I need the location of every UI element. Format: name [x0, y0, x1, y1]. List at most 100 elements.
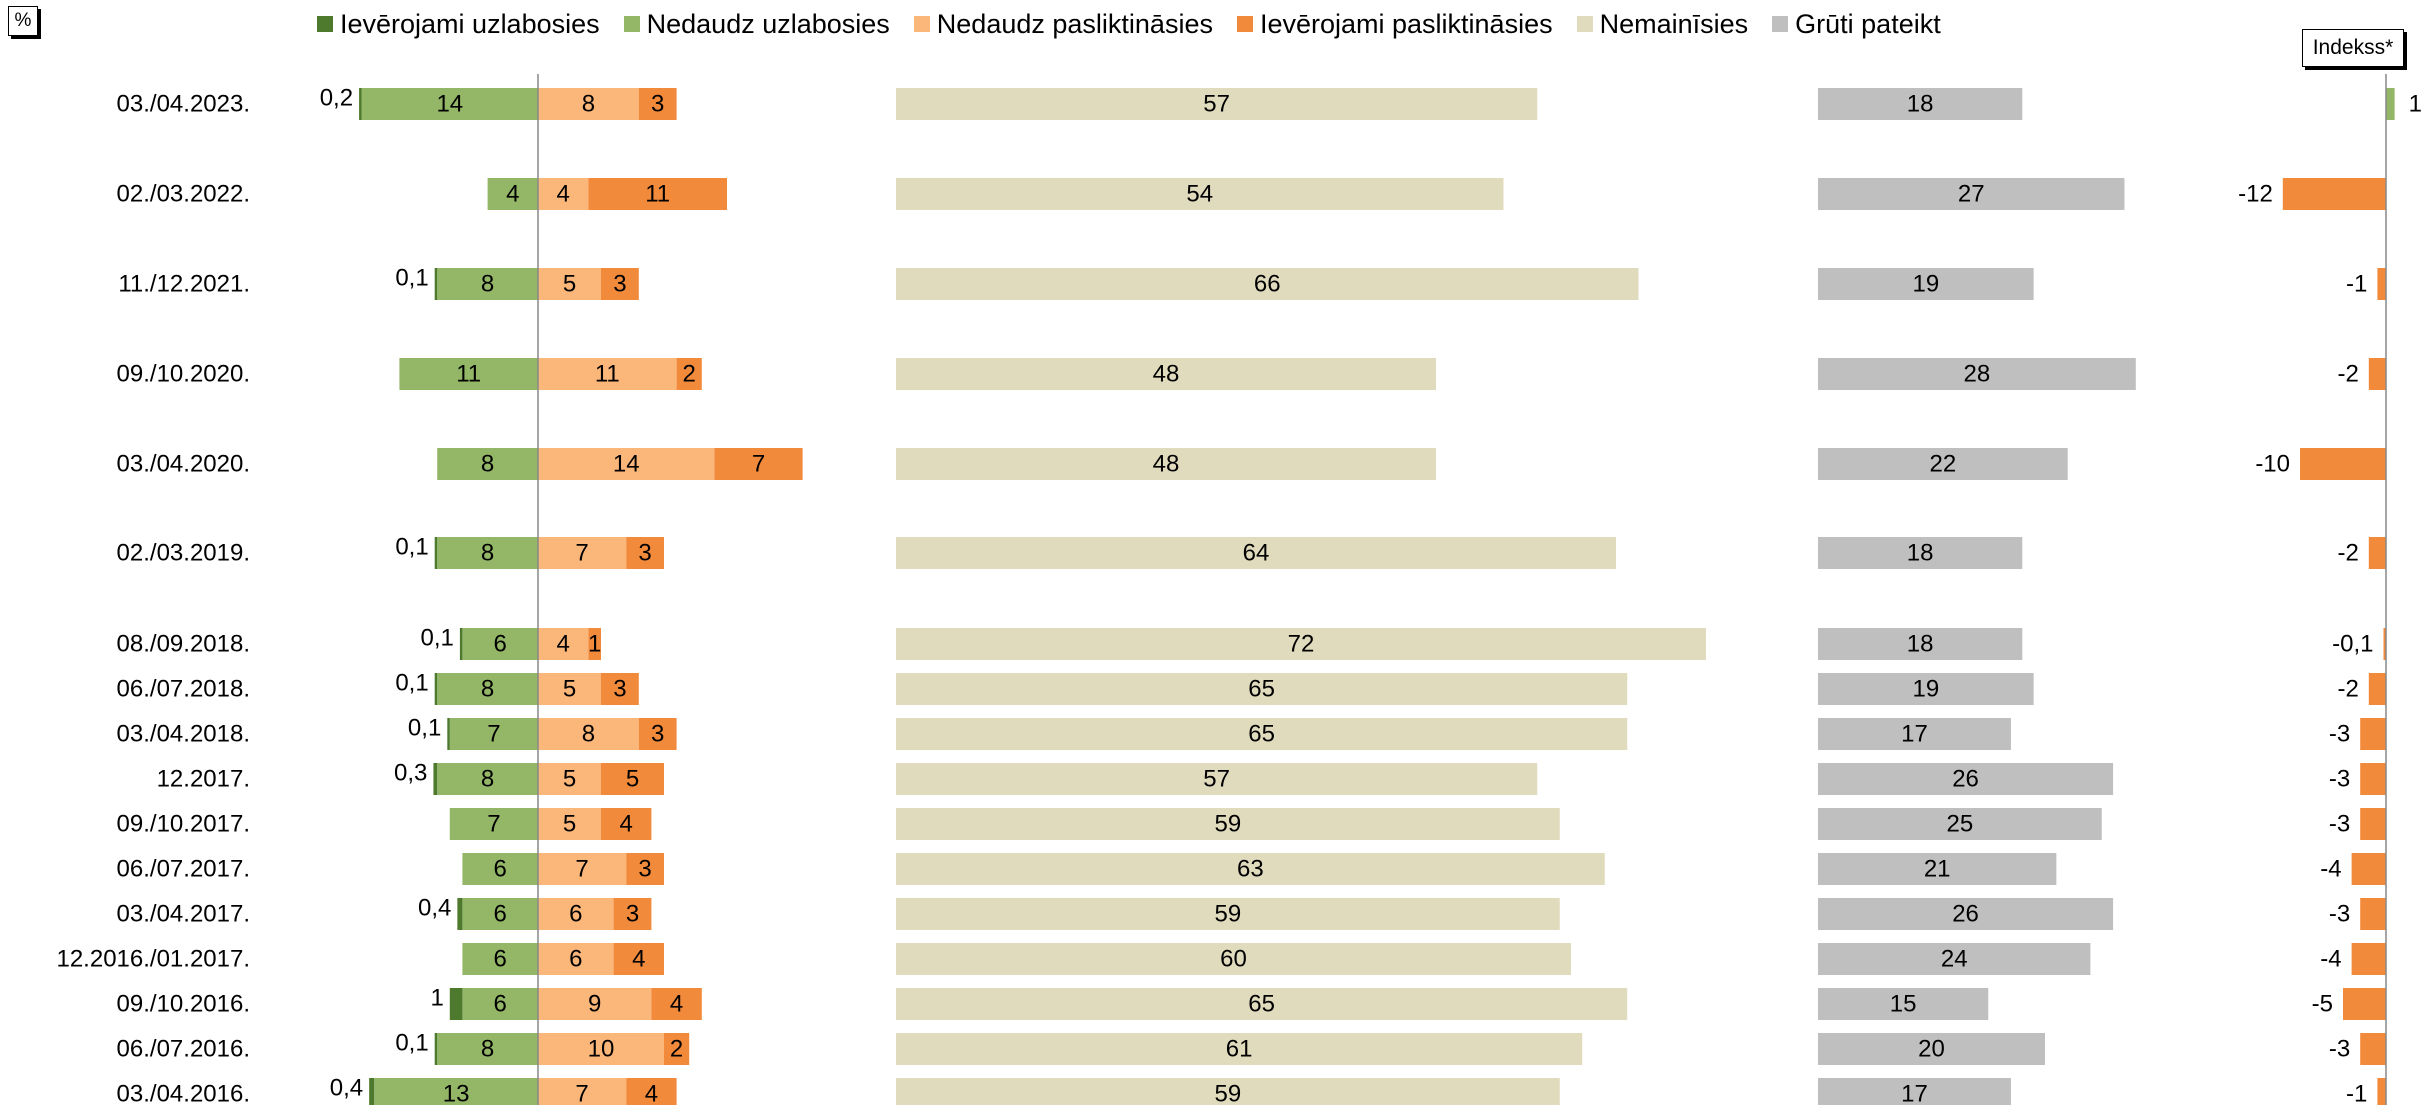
bar-nedaudz-uzlabosies: [449, 718, 538, 750]
bar-indekss: [2377, 1078, 2386, 1105]
bar-nedaudz-uzlabosies: [361, 88, 538, 120]
data-label: 3: [613, 271, 626, 298]
data-label: 3: [613, 676, 626, 703]
data-label: 24: [1941, 946, 1968, 973]
index-value-label: -3: [2329, 811, 2350, 838]
bar-ieverojami-pasliktinasies: [626, 1078, 677, 1105]
data-label: 6: [494, 946, 507, 973]
data-label: 0,1: [421, 625, 454, 652]
bar-nedaudz-pasliktinasies: [538, 358, 677, 390]
bar-nedaudz-pasliktinasies: [538, 178, 589, 210]
category-label: 12.2016./01.2017.: [56, 946, 250, 973]
data-label: 6: [494, 631, 507, 658]
bar-nedaudz-uzlabosies: [374, 1078, 538, 1105]
bar-indekss: [2386, 88, 2395, 120]
data-label: 57: [1203, 91, 1230, 118]
index-value-label: -3: [2329, 901, 2350, 928]
bar-nedaudz-pasliktinasies: [538, 988, 652, 1020]
data-label: 18: [1907, 631, 1934, 658]
bar-ieverojami-uzlabosies: [359, 88, 362, 120]
category-label: 03./04.2018.: [117, 721, 250, 748]
bar-nedaudz-uzlabosies: [487, 178, 538, 210]
legend-swatch: [913, 16, 930, 32]
data-label: 4: [620, 811, 633, 838]
data-label: 7: [575, 856, 588, 883]
data-label: 26: [1952, 766, 1979, 793]
data-label: 25: [1947, 811, 1974, 838]
category-label: 06./07.2016.: [117, 1036, 250, 1063]
data-label: 66: [1254, 271, 1281, 298]
index-value-label: -2: [2337, 540, 2358, 567]
bar-indekss: [2351, 943, 2386, 975]
legend-label: Nedaudz uzlabosies: [646, 8, 890, 39]
bar-nemainisies: [896, 268, 1639, 300]
bar-gruti-pateikt: [1818, 537, 2023, 569]
bar-gruti-pateikt: [1818, 808, 2102, 840]
data-label: 8: [481, 451, 494, 478]
data-label: 0,1: [395, 265, 428, 292]
legend-label: Ievērojami pasliktināsies: [1259, 8, 1553, 39]
bar-nemainisies: [896, 943, 1571, 975]
data-label: 14: [436, 91, 463, 118]
data-label: 21: [1924, 856, 1951, 883]
bar-ieverojami-uzlabosies: [434, 1033, 438, 1065]
bar-gruti-pateikt: [1818, 178, 2125, 210]
bar-indekss: [2368, 673, 2386, 705]
bar-ieverojami-pasliktinasies: [676, 358, 702, 390]
legend-item: Ievērojami uzlabosies: [317, 9, 600, 40]
bar-gruti-pateikt: [1818, 853, 2057, 885]
bar-indekss: [2383, 628, 2386, 660]
bar-indekss: [2360, 718, 2386, 750]
bar-indekss: [2282, 178, 2386, 210]
bar-nemainisies: [896, 537, 1616, 569]
bar-ieverojami-pasliktinasies: [601, 268, 639, 300]
bar-nedaudz-uzlabosies: [437, 448, 538, 480]
data-label: 19: [1912, 271, 1939, 298]
bar-ieverojami-pasliktinasies: [626, 853, 664, 885]
data-label: 4: [506, 181, 519, 208]
bar-ieverojami-pasliktinasies: [651, 988, 702, 1020]
index-value-label: -4: [2320, 856, 2341, 883]
bar-nedaudz-uzlabosies: [437, 763, 538, 795]
data-label: 7: [487, 811, 500, 838]
data-label: 48: [1153, 451, 1180, 478]
data-label: 20: [1918, 1036, 1945, 1063]
bar-indekss: [2368, 358, 2386, 390]
bar-gruti-pateikt: [1818, 1078, 2011, 1105]
data-label: 13: [443, 1081, 470, 1105]
data-label: 8: [481, 271, 494, 298]
data-label: 10: [588, 1036, 615, 1063]
data-label: 7: [575, 540, 588, 567]
data-label: 7: [752, 451, 765, 478]
bar-ieverojami-pasliktinasies: [601, 673, 639, 705]
bar-ieverojami-uzlabosies: [449, 988, 463, 1020]
bar-ieverojami-uzlabosies: [457, 898, 463, 930]
index-value-label: -1: [2346, 1081, 2367, 1105]
bar-nemainisies: [896, 988, 1628, 1020]
data-label: 2: [683, 361, 696, 388]
index-value-label: -1: [2346, 271, 2367, 298]
data-label: 0,3: [394, 760, 427, 787]
index-value-label: -2: [2337, 676, 2358, 703]
data-label: 54: [1186, 181, 1213, 208]
category-label: 03./04.2023.: [117, 91, 250, 118]
data-label: 18: [1907, 540, 1934, 567]
data-label: 17: [1901, 721, 1928, 748]
legend-item: Nemainīsies: [1576, 9, 1748, 40]
index-value-label: -10: [2255, 451, 2290, 478]
data-label: 4: [557, 631, 570, 658]
bar-gruti-pateikt: [1818, 88, 2023, 120]
data-label: 65: [1248, 991, 1275, 1018]
data-label: 4: [557, 181, 570, 208]
data-label: 72: [1288, 631, 1315, 658]
bar-nemainisies: [896, 673, 1628, 705]
bar-ieverojami-pasliktinasies: [601, 808, 652, 840]
legend-item: Nedaudz pasliktināsies: [913, 9, 1213, 40]
bar-indekss: [2377, 268, 2386, 300]
bar-indekss: [2360, 763, 2386, 795]
data-label: 0,4: [418, 895, 451, 922]
bar-ieverojami-uzlabosies: [369, 1078, 375, 1105]
bar-indekss: [2360, 808, 2386, 840]
bar-gruti-pateikt: [1818, 718, 2011, 750]
